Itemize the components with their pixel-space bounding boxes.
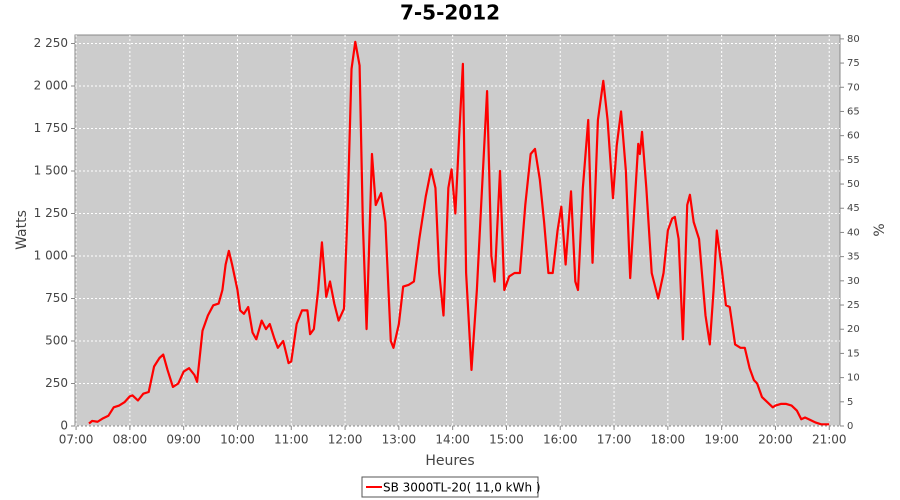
y2-tick-label: 55 [847, 155, 860, 166]
y2-tick-label: 60 [847, 131, 860, 142]
y-tick-label: 2 250 [34, 36, 68, 50]
y2-tick-label: 75 [847, 58, 860, 69]
x-tick-label: 18:00 [651, 433, 686, 447]
x-tick-label: 10:00 [220, 433, 255, 447]
y2-tick-label: 35 [847, 252, 860, 263]
y-tick-label: 1 000 [34, 249, 68, 263]
y2-tick-label: 20 [847, 324, 860, 335]
y-tick-label: 250 [45, 376, 68, 390]
x-tick-label: 19:00 [704, 433, 739, 447]
x-tick-label: 14:00 [435, 433, 470, 447]
data-line [88, 40, 830, 426]
y-tick-label: 2 000 [34, 79, 68, 93]
x-tick-label: 08:00 [113, 433, 148, 447]
y2-tick-label: 10 [847, 373, 860, 384]
plot-area [74, 34, 841, 427]
y2-tick-label: 15 [847, 348, 860, 359]
legend: SB 3000TL-20( 11,0 kWh ) [361, 476, 541, 498]
y-tick-label: 750 [45, 291, 68, 305]
x-axis-label: Heures [425, 453, 474, 469]
x-tick-label: 11:00 [274, 433, 309, 447]
x-tick-label: 16:00 [543, 433, 578, 447]
y2-axis-label: % [872, 223, 888, 236]
y-tick-label: 500 [45, 334, 68, 348]
legend-label: SB 3000TL-20( 11,0 kWh ) [383, 481, 541, 495]
y-tick-label: 1 750 [34, 121, 68, 135]
x-tick-label: 09:00 [166, 433, 201, 447]
x-tick-label: 07:00 [59, 433, 94, 447]
y2-tick-label: 45 [847, 203, 860, 214]
x-tick-label: 17:00 [597, 433, 632, 447]
y2-tick-label: 70 [847, 82, 860, 93]
x-tick-label: 15:00 [489, 433, 524, 447]
y2-tick-label: 80 [847, 34, 860, 45]
y2-tick-label: 40 [847, 227, 860, 238]
x-tick-label: 20:00 [758, 433, 793, 447]
y2-tick-label: 5 [847, 397, 853, 408]
y2-tick-label: 30 [847, 276, 860, 287]
y2-tick-label: 65 [847, 106, 860, 117]
x-tick-label: 13:00 [382, 433, 417, 447]
y2-tick-label: 50 [847, 179, 860, 190]
chart-title: 7-5-2012 [400, 1, 500, 25]
y-axis-label: Watts [14, 210, 30, 250]
y-tick-label: 1 250 [34, 206, 68, 220]
y2-tick-label: 0 [847, 421, 853, 432]
y2-tick-label: 25 [847, 300, 860, 311]
legend-box [361, 476, 539, 498]
x-tick-label: 21:00 [812, 433, 847, 447]
y-tick-label: 0 [60, 419, 68, 433]
x-tick-label: 12:00 [328, 433, 363, 447]
y-tick-label: 1 500 [34, 164, 68, 178]
